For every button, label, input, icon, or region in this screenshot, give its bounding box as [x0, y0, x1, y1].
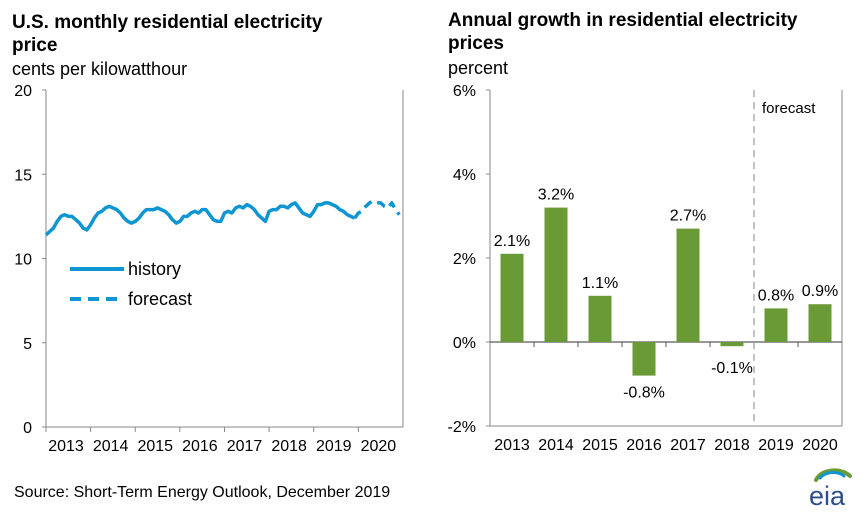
left-y-tick-label: 10 [14, 252, 32, 269]
bar-data-label-2015: 1.1% [582, 275, 618, 292]
left-chart-unit: cents per kilowatthour [12, 59, 188, 79]
bar-data-label-2019: 0.8% [758, 287, 794, 304]
right-x-tick-label: 2018 [714, 437, 750, 454]
right-y-tick-label: 2% [453, 251, 476, 268]
right-x-tick-label: 2019 [758, 437, 794, 454]
legend-label-forecast: forecast [128, 289, 192, 309]
left-legend: history forecast [70, 259, 192, 309]
left-y-tick-label: 0 [23, 420, 32, 437]
bar-2016 [632, 342, 656, 376]
left-line-chart: 0 5 10 15 20 2013 2014 2015 2016 2017 2018 2019 2020… [14, 83, 404, 455]
left-x-tick-label: 2014 [93, 438, 129, 455]
bar-2020 [808, 304, 832, 342]
right-bar-chart: -2% 0% 2% 4% 6% 2.1% 2013 3.2% 2014 1.1% 2015 -0.8%… [448, 83, 843, 454]
svg-text:eia: eia [809, 481, 846, 510]
bar-data-label-2013: 2.1% [494, 233, 530, 250]
right-x-tick-label: 2014 [538, 437, 574, 454]
left-x-tick-label: 2019 [316, 438, 352, 455]
left-x-tick-label: 2013 [48, 438, 84, 455]
bar-2018 [720, 342, 744, 347]
right-x-tick-label: 2013 [494, 437, 530, 454]
eia-logo: eia [809, 468, 852, 510]
right-chart-title: Annual growth in residential electricity… [448, 10, 798, 54]
left-y-tick-label: 5 [23, 336, 32, 353]
source-note: Source: Short-Term Energy Outlook, Decem… [14, 484, 391, 501]
left-chart-title: U.S. monthly residential electricity pri… [12, 12, 323, 56]
series-line-forecast [353, 199, 401, 220]
left-x-tick-label: 2020 [361, 438, 397, 455]
bar-2017 [676, 228, 700, 342]
left-x-tick-label: 2015 [137, 438, 173, 455]
right-x-tick-label: 2020 [802, 437, 838, 454]
right-x-tick-label: 2015 [582, 437, 618, 454]
right-x-tick-label: 2016 [626, 437, 662, 454]
left-y-tick-label: 15 [14, 167, 32, 184]
left-y-tick-label: 20 [14, 83, 32, 100]
legend-label-history: history [128, 259, 181, 279]
bar-data-label-2016: -0.8% [623, 385, 665, 402]
bar-data-label-2017: 2.7% [670, 208, 706, 225]
series-line-history [44, 201, 356, 237]
right-x-tick-label: 2017 [670, 437, 706, 454]
right-y-tick-label: 4% [453, 167, 476, 184]
right-y-tick-label: 6% [453, 83, 476, 100]
right-y-tick-label: -2% [448, 419, 476, 436]
bar-data-label-2020: 0.9% [802, 283, 838, 300]
bar-data-label-2018: -0.1% [711, 360, 753, 377]
right-chart-unit: percent [448, 58, 509, 78]
bar-2019 [764, 308, 788, 342]
bar-2015 [588, 295, 612, 342]
left-x-tick-label: 2016 [182, 438, 218, 455]
left-x-tick-label: 2018 [271, 438, 307, 455]
bar-2014 [544, 207, 568, 342]
left-x-tick-label: 2017 [227, 438, 263, 455]
bar-data-label-2014: 3.2% [538, 187, 574, 204]
bar-2013 [500, 253, 524, 342]
right-y-tick-label: 0% [453, 335, 476, 352]
forecast-annotation: forecast [762, 100, 816, 117]
